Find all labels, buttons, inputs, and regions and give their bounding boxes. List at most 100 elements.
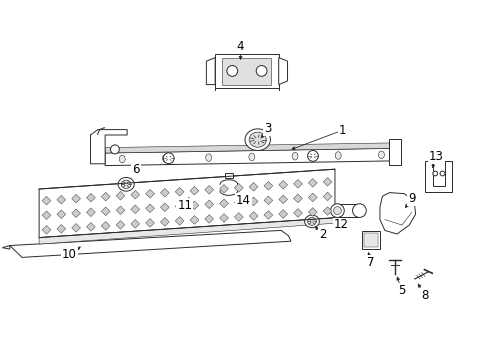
Polygon shape bbox=[39, 218, 334, 244]
Polygon shape bbox=[361, 231, 380, 249]
Polygon shape bbox=[364, 233, 377, 247]
Ellipse shape bbox=[333, 207, 341, 215]
Text: 8: 8 bbox=[420, 289, 427, 302]
Text: 9: 9 bbox=[407, 192, 415, 205]
Polygon shape bbox=[249, 212, 258, 220]
Polygon shape bbox=[116, 192, 124, 200]
Polygon shape bbox=[249, 197, 258, 206]
Polygon shape bbox=[72, 194, 81, 203]
Polygon shape bbox=[2, 246, 10, 249]
Polygon shape bbox=[204, 185, 213, 194]
Polygon shape bbox=[278, 180, 287, 189]
Ellipse shape bbox=[439, 171, 444, 176]
Polygon shape bbox=[278, 195, 287, 204]
Text: 14: 14 bbox=[236, 194, 250, 207]
Polygon shape bbox=[42, 196, 51, 205]
Polygon shape bbox=[323, 192, 331, 201]
Polygon shape bbox=[264, 211, 272, 219]
Polygon shape bbox=[278, 58, 287, 85]
Polygon shape bbox=[116, 221, 124, 229]
Polygon shape bbox=[175, 188, 183, 196]
Ellipse shape bbox=[205, 154, 211, 161]
Polygon shape bbox=[323, 207, 331, 215]
Polygon shape bbox=[57, 225, 65, 233]
Ellipse shape bbox=[307, 217, 316, 225]
Polygon shape bbox=[90, 130, 127, 164]
Polygon shape bbox=[160, 188, 169, 197]
Polygon shape bbox=[219, 213, 228, 222]
Ellipse shape bbox=[121, 180, 131, 189]
Ellipse shape bbox=[378, 151, 384, 158]
Polygon shape bbox=[219, 199, 228, 208]
Polygon shape bbox=[234, 213, 243, 221]
Polygon shape bbox=[101, 207, 110, 216]
Polygon shape bbox=[105, 143, 390, 153]
Polygon shape bbox=[308, 193, 317, 202]
Polygon shape bbox=[86, 208, 95, 217]
Polygon shape bbox=[204, 215, 213, 223]
Ellipse shape bbox=[163, 153, 174, 164]
Polygon shape bbox=[175, 202, 183, 211]
Polygon shape bbox=[175, 217, 183, 225]
Polygon shape bbox=[219, 184, 228, 193]
Polygon shape bbox=[234, 198, 243, 207]
Text: 5: 5 bbox=[397, 284, 405, 297]
Polygon shape bbox=[190, 216, 199, 224]
Polygon shape bbox=[42, 211, 51, 220]
Polygon shape bbox=[72, 224, 81, 232]
Polygon shape bbox=[293, 209, 302, 217]
Text: 12: 12 bbox=[333, 219, 348, 231]
Ellipse shape bbox=[226, 66, 237, 76]
Polygon shape bbox=[86, 193, 95, 202]
Polygon shape bbox=[57, 210, 65, 219]
Ellipse shape bbox=[119, 155, 125, 163]
Text: 11: 11 bbox=[177, 199, 192, 212]
Polygon shape bbox=[10, 230, 290, 257]
Polygon shape bbox=[388, 139, 400, 165]
Polygon shape bbox=[105, 148, 390, 166]
Polygon shape bbox=[160, 203, 169, 212]
Ellipse shape bbox=[352, 204, 366, 217]
Polygon shape bbox=[222, 58, 271, 85]
Polygon shape bbox=[86, 222, 95, 231]
Ellipse shape bbox=[335, 152, 341, 159]
Ellipse shape bbox=[307, 150, 318, 161]
Text: 10: 10 bbox=[62, 248, 77, 261]
Polygon shape bbox=[204, 200, 213, 209]
Ellipse shape bbox=[118, 177, 134, 191]
Ellipse shape bbox=[248, 132, 265, 147]
Polygon shape bbox=[308, 179, 317, 187]
Polygon shape bbox=[264, 181, 272, 190]
Polygon shape bbox=[101, 221, 110, 230]
Text: 13: 13 bbox=[428, 150, 443, 163]
Polygon shape bbox=[379, 193, 415, 234]
Ellipse shape bbox=[304, 215, 319, 228]
Polygon shape bbox=[234, 184, 243, 192]
Ellipse shape bbox=[244, 129, 270, 150]
Polygon shape bbox=[249, 183, 258, 191]
Polygon shape bbox=[190, 201, 199, 210]
Polygon shape bbox=[293, 194, 302, 203]
Polygon shape bbox=[145, 189, 154, 198]
Polygon shape bbox=[293, 180, 302, 188]
Polygon shape bbox=[425, 161, 451, 192]
Polygon shape bbox=[215, 54, 278, 88]
Text: 7: 7 bbox=[366, 256, 374, 269]
Polygon shape bbox=[264, 196, 272, 205]
Ellipse shape bbox=[432, 171, 437, 176]
Polygon shape bbox=[323, 177, 331, 186]
Polygon shape bbox=[72, 209, 81, 217]
Polygon shape bbox=[39, 169, 334, 238]
Polygon shape bbox=[160, 217, 169, 226]
Polygon shape bbox=[278, 210, 287, 218]
Text: 4: 4 bbox=[236, 40, 244, 53]
Polygon shape bbox=[145, 204, 154, 213]
Polygon shape bbox=[116, 206, 124, 215]
Ellipse shape bbox=[162, 154, 168, 162]
Text: 2: 2 bbox=[318, 228, 326, 241]
Polygon shape bbox=[206, 58, 215, 85]
Polygon shape bbox=[42, 225, 51, 234]
Polygon shape bbox=[131, 220, 140, 228]
Ellipse shape bbox=[330, 204, 344, 217]
Polygon shape bbox=[190, 186, 199, 195]
